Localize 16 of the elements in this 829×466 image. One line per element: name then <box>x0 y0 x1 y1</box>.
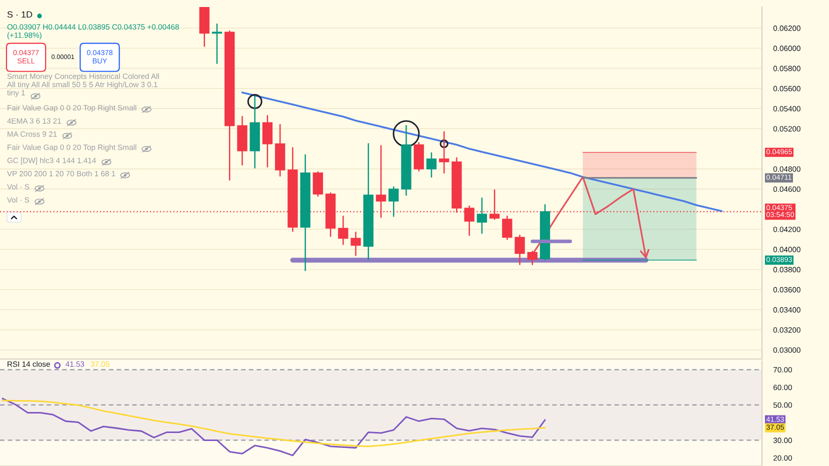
line-series <box>2 398 546 456</box>
candlestick <box>338 216 348 245</box>
candlestick <box>426 152 437 178</box>
candlestick <box>312 171 324 197</box>
candlestick <box>476 197 488 234</box>
candlestick <box>388 186 399 217</box>
line-series <box>241 92 723 212</box>
candlestick <box>438 131 450 174</box>
candlestick <box>527 250 538 266</box>
chart-title: S · 1D <box>7 11 32 18</box>
candlestick <box>262 114 273 168</box>
candlestick <box>212 23 222 64</box>
candlestick <box>514 234 525 266</box>
candlestick <box>350 232 361 256</box>
candlestick <box>502 216 512 240</box>
line-series <box>2 400 546 448</box>
